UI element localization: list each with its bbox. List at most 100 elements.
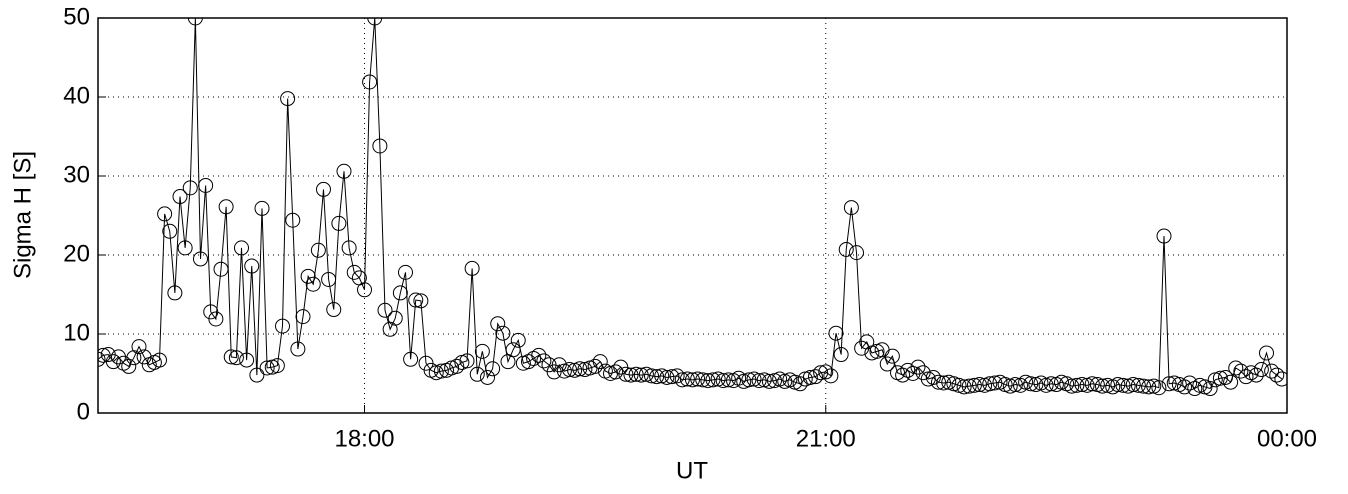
data-point [305,276,321,292]
data-point [1069,377,1085,393]
data-point [377,302,393,318]
data-point [1013,377,1028,393]
data-point [1187,381,1203,397]
data-point [536,353,552,369]
data-point [1156,228,1172,244]
data-point [690,371,706,387]
data-point [1218,369,1233,385]
data-point [131,339,147,355]
data-point [1269,367,1285,383]
data-point [198,177,214,193]
data-point [336,163,352,179]
data-point [910,359,926,375]
data-point [526,350,542,366]
data-point [562,362,577,378]
data-point [813,365,829,381]
data-point [664,369,680,385]
data-point [828,325,844,341]
data-point [228,350,244,366]
data-point [618,366,634,382]
data-point [413,293,429,309]
data-point [987,375,1003,391]
data-point [505,342,521,358]
data-point [705,372,721,388]
data-point [357,282,372,298]
data-point [480,369,495,385]
data-point [833,347,849,363]
data-point [587,358,603,374]
data-point [1023,376,1039,392]
data-point [310,242,326,258]
data-point [372,138,388,154]
data-point [464,260,480,276]
data-point [879,356,895,372]
data-point [187,18,203,26]
y-axis-label: Sigma H [S] [9,151,36,279]
data-point [403,351,419,367]
data-point [644,368,659,384]
data-point [1115,377,1131,393]
data-point [956,379,972,395]
data-point [936,375,952,391]
x-tick-label: 00:00 [1257,425,1317,452]
y-tick-label: 30 [63,161,90,188]
data-point [1064,378,1080,394]
data-point [838,241,854,257]
data-point [1043,376,1059,392]
data-point [659,369,675,385]
data-point [623,367,639,383]
data-point [223,349,239,365]
data-point [1177,379,1192,395]
data-point [695,372,711,388]
data-point [510,332,526,348]
data-point [152,352,167,368]
data-point [459,353,475,369]
data-point [531,347,547,363]
data-point [982,376,998,392]
data-point [715,373,731,389]
data-point [300,268,316,284]
data-point [469,366,485,382]
data-point [1202,381,1218,397]
data-point [1007,377,1023,393]
data-point [1125,377,1141,393]
data-point [572,361,588,377]
data-point [592,354,608,370]
data-point [1253,362,1269,378]
data-point [802,369,818,385]
data-point [669,368,685,384]
data-point [628,366,644,382]
data-point [234,240,249,256]
data-point [116,355,132,371]
data-point [182,180,198,196]
data-point [1264,363,1280,379]
data-point [295,309,311,325]
data-point [331,215,347,231]
data-point [751,373,767,389]
data-point [1274,371,1287,387]
data-point [1151,380,1167,396]
data-point [633,367,649,383]
data-point [808,369,823,385]
data-point [433,363,449,379]
data-point [213,261,229,277]
data-point [387,310,403,326]
data-point [1161,376,1177,392]
data-point [367,18,383,26]
data-point [900,362,916,378]
data-point [193,251,208,267]
data-point [720,372,736,388]
data-point [1223,374,1239,390]
data-point [285,212,301,228]
data-point [157,206,173,222]
x-tick-label: 21:00 [796,425,856,452]
data-point [121,358,137,374]
data-point [685,372,700,388]
data-point [269,358,285,374]
data-point [1248,367,1264,383]
data-point [761,373,777,389]
data-point [1084,376,1100,392]
data-point [843,200,859,216]
data-point [98,351,106,367]
